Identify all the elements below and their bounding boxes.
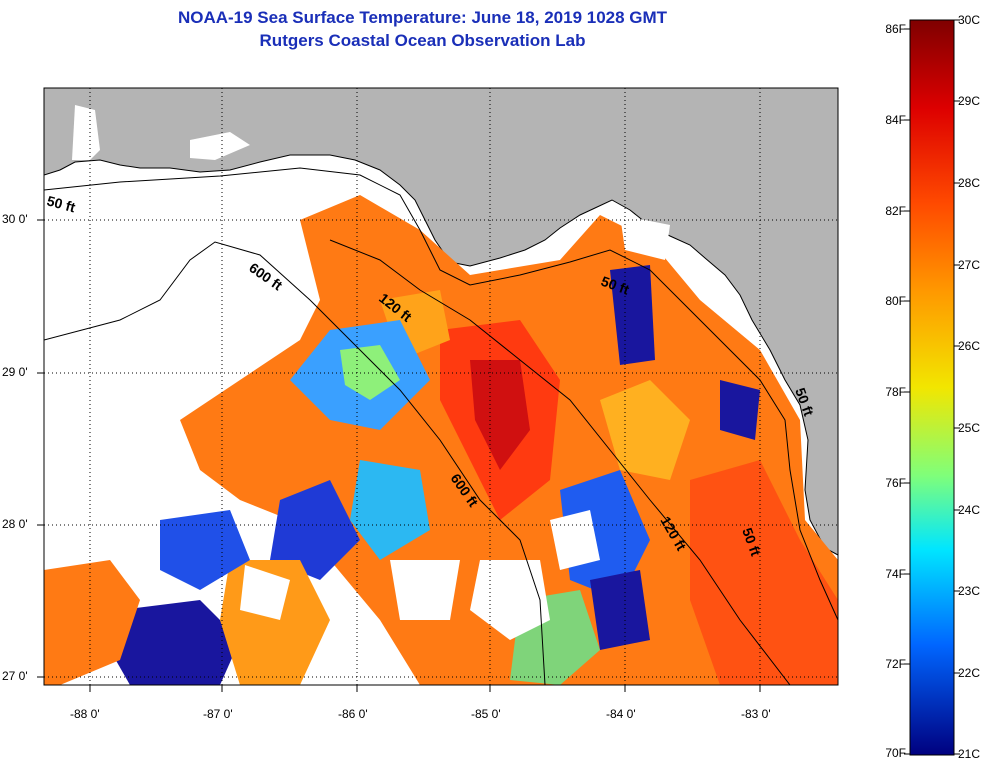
colorbar-label-f: 76F — [885, 476, 906, 490]
lat-label: 28 0' — [2, 517, 28, 531]
map-subtitle: Rutgers Coastal Ocean Observation Lab — [259, 31, 586, 50]
colorbar-label-f: 72F — [885, 657, 906, 671]
colorbar-label-c: 29C — [958, 94, 981, 108]
lon-label: -84 0' — [606, 707, 636, 721]
colorbar-label-f: 84F — [885, 113, 906, 127]
colorbar-label-f: 80F — [885, 294, 906, 308]
depth-contours — [44, 167, 838, 685]
lon-label: -88 0' — [70, 707, 100, 721]
colorbar — [909, 19, 955, 756]
colorbar-label-f: 78F — [885, 385, 906, 399]
colorbar-label-c: 24C — [958, 503, 981, 517]
lon-label: -83 0' — [741, 707, 771, 721]
colorbar-label-c: 27C — [958, 258, 981, 272]
lon-label: -87 0' — [203, 707, 233, 721]
colorbar-label-c: 26C — [958, 339, 981, 353]
colorbar-label-c: 28C — [958, 176, 981, 190]
lat-label: 30 0' — [2, 212, 28, 226]
map-frame — [43, 87, 839, 686]
lat-label: 27 0' — [2, 669, 28, 683]
land-mass — [44, 88, 838, 555]
colorbar-label-c: 21C — [958, 747, 981, 761]
colorbar-label-f: 86F — [885, 22, 906, 36]
lat-label: 29 0' — [2, 365, 28, 379]
colorbar-label-c: 23C — [958, 584, 981, 598]
lon-label: -85 0' — [471, 707, 501, 721]
depth-label: 50 ft — [45, 192, 77, 215]
colorbar-label-f: 74F — [885, 567, 906, 581]
lon-label: -86 0' — [338, 707, 368, 721]
colorbar-label-f: 70F — [885, 746, 906, 760]
colorbar-label-c: 30C — [958, 13, 981, 27]
map-title: NOAA-19 Sea Surface Temperature: June 18… — [177, 8, 668, 27]
colorbar-label-c: 22C — [958, 666, 981, 680]
map-area: 50 ft 600 ft 120 ft 50 ft 600 ft 120 ft … — [44, 88, 838, 685]
colorbar-label-f: 82F — [885, 204, 906, 218]
graticule — [44, 88, 838, 685]
colorbar-label-c: 25C — [958, 421, 981, 435]
